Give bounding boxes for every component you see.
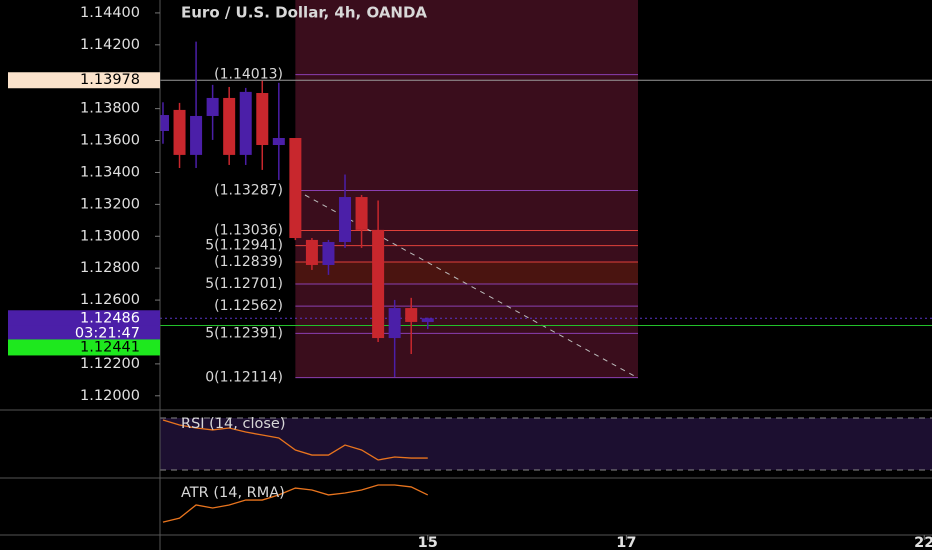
candle-body bbox=[223, 97, 236, 155]
indicator-label: RSI (14, close) bbox=[181, 416, 286, 432]
countdown: 03:21:47 bbox=[75, 325, 140, 341]
candle-body bbox=[372, 229, 385, 339]
candle-body bbox=[239, 91, 252, 155]
y-tick-label: 1.12000 bbox=[80, 388, 140, 404]
line-price: 1.12441 bbox=[80, 339, 140, 355]
candle-body bbox=[322, 242, 335, 265]
fib-label: 5(1.12941) bbox=[205, 238, 283, 254]
fib-label: (1.13036) bbox=[214, 223, 283, 239]
fib-band bbox=[295, 261, 638, 284]
fib-label: 0(1.12114) bbox=[205, 370, 283, 386]
candle-body bbox=[339, 197, 352, 243]
indicator-line bbox=[162, 484, 429, 523]
x-tick-label: 15 bbox=[418, 535, 438, 550]
candle-body bbox=[405, 308, 418, 322]
candle-body bbox=[388, 308, 401, 339]
fib-label: (1.13287) bbox=[214, 182, 283, 198]
candle-body bbox=[206, 97, 219, 116]
x-tick-label: 17 bbox=[616, 535, 636, 550]
indicator-line bbox=[162, 419, 428, 461]
y-tick-label: 1.13800 bbox=[80, 101, 140, 117]
fib-zone bbox=[295, 0, 638, 378]
fib-label: (1.12562) bbox=[214, 298, 283, 314]
candle-body bbox=[173, 109, 186, 155]
fib-label: 5(1.12391) bbox=[205, 325, 283, 341]
y-tick-label: 1.13000 bbox=[80, 228, 140, 244]
y-tick-label: 1.13600 bbox=[80, 133, 140, 149]
candle-body bbox=[272, 137, 285, 146]
fib-label: (1.12839) bbox=[214, 254, 283, 270]
y-tick-label: 1.13400 bbox=[80, 164, 140, 180]
last-price-box bbox=[8, 310, 160, 327]
y-tick-label: 1.12800 bbox=[80, 260, 140, 276]
line-price-box bbox=[8, 339, 160, 356]
fib-label: (1.14013) bbox=[214, 67, 283, 83]
chart-title: Euro / U.S. Dollar, 4h, OANDA bbox=[181, 4, 427, 22]
candle-body bbox=[305, 239, 318, 265]
x-tick-label: 22 bbox=[914, 535, 932, 550]
last-price: 1.12486 bbox=[80, 310, 140, 326]
crosshair-price: 1.13978 bbox=[80, 72, 140, 88]
crosshair-price-box bbox=[8, 72, 160, 89]
y-tick-label: 1.14200 bbox=[80, 37, 140, 53]
level-fill bbox=[160, 417, 932, 471]
indicator-label: ATR (14, RMA) bbox=[181, 485, 285, 501]
y-tick-label: 1.12200 bbox=[80, 356, 140, 372]
countdown-box bbox=[8, 325, 160, 342]
candle-body bbox=[289, 137, 302, 239]
y-tick-label: 1.12600 bbox=[80, 292, 140, 308]
candle-body bbox=[355, 197, 368, 230]
candle-body bbox=[421, 318, 434, 322]
y-tick-label: 1.14400 bbox=[80, 5, 140, 21]
candle-body bbox=[256, 93, 269, 146]
candle-body bbox=[160, 115, 169, 131]
fib-label: 5(1.12701) bbox=[205, 276, 283, 292]
main-pane: (1.14013)(1.13287)(1.13036)5(1.12941)(1.… bbox=[160, 0, 932, 386]
candle-body bbox=[190, 115, 203, 155]
y-tick-label: 1.13200 bbox=[80, 196, 140, 212]
